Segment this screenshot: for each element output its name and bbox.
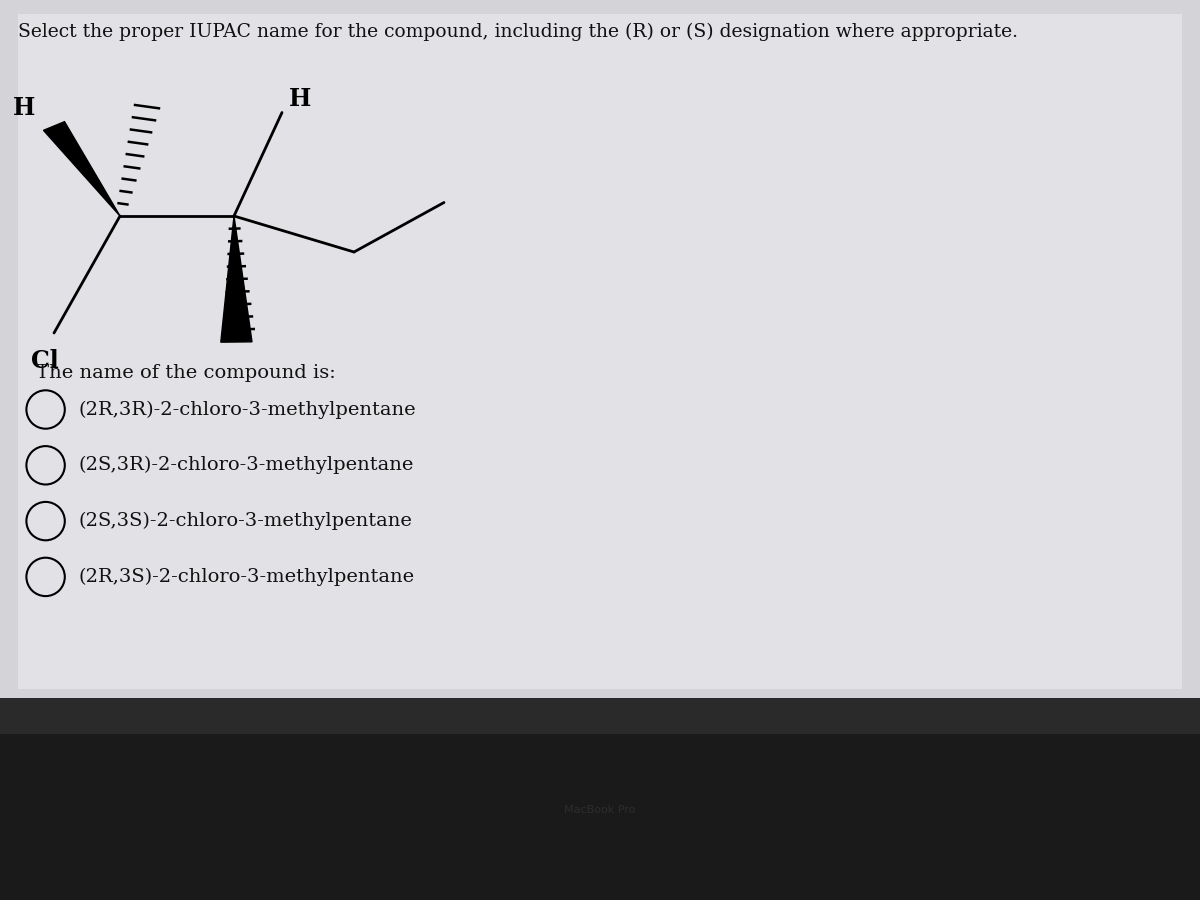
Text: MacBook Pro: MacBook Pro	[564, 805, 636, 815]
Text: H: H	[13, 96, 35, 120]
Text: The name of the compound is:: The name of the compound is:	[36, 364, 336, 382]
Bar	[18, 14, 1182, 688]
Bar	[0, 734, 1200, 900]
Bar	[0, 0, 1200, 698]
Text: H: H	[289, 87, 311, 111]
Text: Cl: Cl	[30, 349, 59, 373]
Text: (2R,3R)-2-chloro-3-methylpentane: (2R,3R)-2-chloro-3-methylpentane	[78, 400, 415, 418]
Text: (2S,3R)-2-chloro-3-methylpentane: (2S,3R)-2-chloro-3-methylpentane	[78, 456, 413, 474]
Bar	[0, 698, 1200, 733]
Text: (2R,3S)-2-chloro-3-methylpentane: (2R,3S)-2-chloro-3-methylpentane	[78, 568, 414, 586]
Polygon shape	[43, 122, 120, 216]
Text: (2S,3S)-2-chloro-3-methylpentane: (2S,3S)-2-chloro-3-methylpentane	[78, 512, 412, 530]
Text: Select the proper IUPAC name for the compound, including the (R) or (S) designat: Select the proper IUPAC name for the com…	[18, 22, 1018, 40]
Polygon shape	[221, 216, 252, 342]
